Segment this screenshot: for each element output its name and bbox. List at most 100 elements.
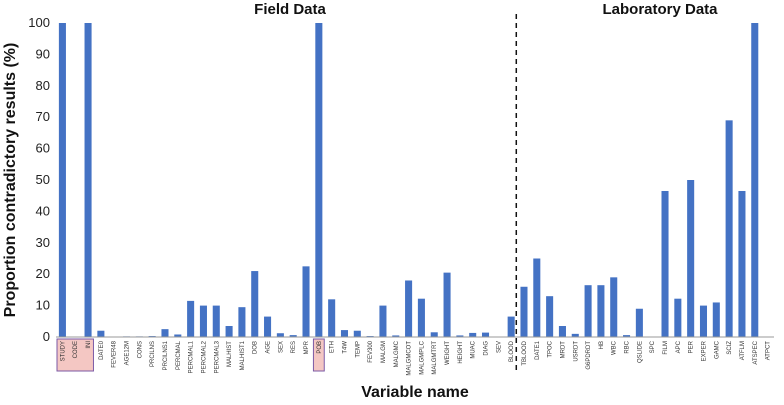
bar: [379, 305, 387, 337]
x-tick-label: TBLOOD: [522, 340, 528, 365]
x-tick-label: BLOOD: [509, 340, 515, 362]
x-tick-label: PERCMAL: [176, 340, 182, 370]
bar: [430, 332, 438, 337]
x-tick-label: TPOC: [548, 340, 554, 357]
bar: [751, 23, 759, 337]
bar: [276, 333, 284, 337]
bar: [597, 285, 605, 337]
x-tick-label: MUAC: [471, 340, 477, 358]
x-tick-label: WBC: [612, 340, 618, 355]
x-tick-label: MALHIST1: [240, 340, 246, 370]
bar: [212, 305, 220, 337]
x-tick-label: RES: [291, 341, 297, 353]
bar: [699, 305, 708, 337]
bar: [187, 300, 195, 337]
x-tick-label: EXPER: [701, 340, 707, 361]
x-tick-label: CONS: [137, 341, 143, 358]
y-tick-label: 60: [36, 141, 50, 156]
bar: [443, 272, 451, 337]
bars: [58, 23, 759, 337]
bar: [251, 271, 259, 337]
bar: [417, 298, 425, 337]
x-tick-label: USRDT: [573, 341, 579, 362]
x-tick-label: PERCMAL1: [189, 340, 195, 373]
bar: [558, 326, 566, 337]
bar: [353, 330, 361, 337]
x-tick-label: MALGMPLC: [419, 340, 425, 374]
bar: [58, 23, 66, 337]
x-tick-label: AGE12M: [125, 341, 131, 365]
x-tick-label: MALGMCOT: [407, 341, 413, 376]
bar: [623, 335, 631, 337]
x-tick-label: ATFLM: [740, 341, 746, 360]
y-tick-label: 30: [36, 235, 50, 250]
y-tick-label: 100: [28, 15, 50, 30]
bar: [661, 190, 669, 337]
bar: [225, 326, 233, 337]
y-axis-title: Proportion contradictory results (%): [2, 43, 19, 318]
x-tick-label: HB: [599, 341, 605, 349]
bar: [84, 23, 92, 337]
x-tick-label: PERCMAL2: [201, 340, 207, 373]
section-label: Laboratory Data: [602, 1, 718, 18]
bar: [161, 329, 169, 337]
x-tick-label: STUDY: [60, 341, 66, 361]
bar: [507, 316, 515, 337]
x-tick-label: AGE: [266, 341, 272, 354]
bar: [571, 333, 579, 337]
bar: [481, 332, 490, 337]
bar: [520, 286, 528, 337]
bar: [392, 335, 400, 337]
bar: [533, 258, 541, 337]
x-tick-label: PRCILNS1: [163, 340, 169, 370]
bar: [340, 330, 349, 337]
x-tick-label: PERCMAL3: [214, 340, 220, 373]
y-axis-ticks: 0 10 20 30 40 50 60 70 80 90 100: [28, 15, 50, 344]
bar: [546, 296, 554, 337]
bar: [635, 308, 643, 337]
x-tick-label: QSLIDE: [637, 341, 643, 363]
bar: [289, 335, 297, 337]
bar: [469, 332, 477, 337]
section-labels: Field Data Laboratory Data: [254, 1, 718, 18]
x-tick-label: PER: [689, 340, 695, 353]
highlight-box: [56, 338, 94, 372]
x-tick-label: DATE1: [535, 340, 541, 360]
x-tick-label: TEMP: [355, 341, 361, 358]
x-tick-label: DOB: [253, 341, 259, 354]
bar: [687, 180, 695, 337]
bar: [97, 330, 105, 337]
x-tick-label: ATSPEC: [753, 340, 759, 364]
x-axis-tick-labels: STUDY CODE INI DATE0 FEVER48 AGE12M CONS PRCILN…: [60, 340, 771, 375]
bar: [725, 120, 733, 337]
x-tick-label: DATE0: [99, 340, 105, 360]
x-tick-label: FEVER48: [112, 340, 118, 367]
bar: [405, 280, 413, 337]
y-tick-label: 20: [36, 266, 50, 281]
x-tick-label: CODE: [73, 341, 79, 358]
x-tick-label: APC: [676, 340, 682, 353]
y-tick-label: 70: [36, 109, 50, 124]
y-tick-label: 10: [36, 298, 50, 313]
highlight-box: [312, 338, 325, 372]
x-tick-label: T4W: [342, 341, 348, 354]
x-tick-label: MPR: [304, 340, 310, 354]
bar: [302, 266, 310, 337]
bar: [264, 316, 272, 337]
x-tick-label: SPC: [650, 340, 656, 353]
x-tick-label: FEV300: [368, 340, 374, 362]
x-tick-label: MALHIST: [227, 341, 233, 367]
x-tick-label: HEIGHT: [458, 341, 464, 364]
highlight-boxes: [56, 338, 325, 372]
x-tick-label: RBC: [625, 340, 631, 353]
bar: [328, 299, 336, 337]
bar: [199, 305, 207, 337]
x-tick-label: INI: [86, 341, 92, 349]
x-tick-label: MALGMTRT: [432, 341, 438, 375]
x-tick-label: SEX: [278, 341, 284, 353]
x-tick-label: MRDT: [560, 341, 566, 359]
x-tick-label: DIAG: [484, 341, 490, 356]
bar: [174, 334, 182, 337]
bar: [315, 23, 323, 337]
